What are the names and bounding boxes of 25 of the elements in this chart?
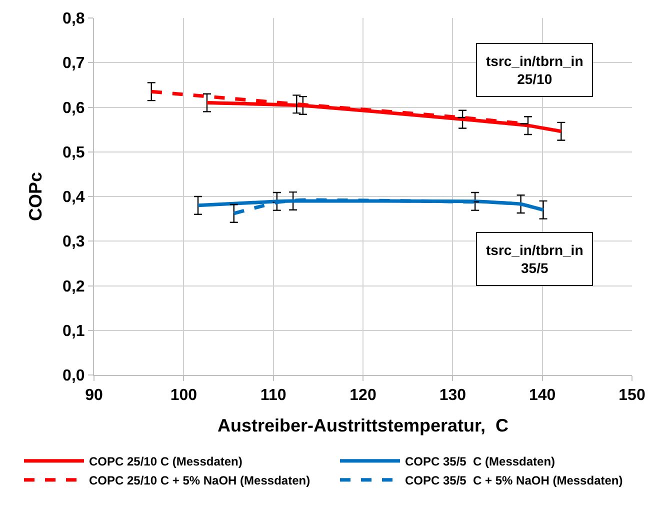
y-tick-label: 0,2 <box>62 278 85 296</box>
x-tick-label: 110 <box>260 387 286 404</box>
y-tick-label: 0,0 <box>62 368 85 385</box>
y-tick-label: 0,4 <box>62 189 85 206</box>
y-tick-label: 0,8 <box>62 10 85 28</box>
legend-label: COPC 35/5 C (Messdaten) <box>405 454 556 469</box>
annotation: tsrc_in/tbrn_in 35/5 <box>486 242 584 276</box>
x-tick-label: 90 <box>85 387 103 404</box>
y-tick-label: 0,7 <box>62 55 85 72</box>
x-axis-title: Austreiber-Austrittstemperatur, C <box>217 415 509 436</box>
x-tick-label: 120 <box>350 387 376 404</box>
y-axis-title: COPc <box>26 172 46 222</box>
line-series <box>196 199 545 212</box>
y-tick-label: 0,6 <box>62 100 85 117</box>
legend-label: COPC 35/5 C + 5% NaOH (Messdaten) <box>405 474 623 488</box>
y-tick-label: 0,5 <box>62 144 85 162</box>
x-tick-label: 130 <box>439 387 466 404</box>
legend-label: COPC 25/10 C + 5% NaOH (Messdaten) <box>89 474 310 488</box>
annotation: tsrc_in/tbrn_in 25/10 <box>486 53 584 88</box>
x-tick-label: 100 <box>170 387 198 404</box>
x-tick-label: 140 <box>528 387 556 404</box>
legend-label: COPC 25/10 C (Messdaten) <box>89 454 242 469</box>
y-tick-label: 0,1 <box>62 322 85 340</box>
x-tick-label: 150 <box>618 387 646 404</box>
y-tick-label: 0,3 <box>62 234 85 251</box>
